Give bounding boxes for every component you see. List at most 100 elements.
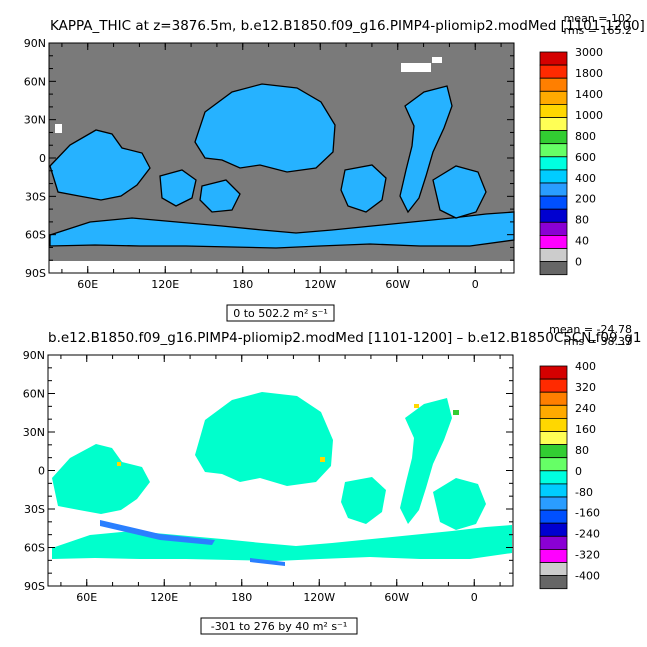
lat-tick-label: 30S: [24, 503, 45, 516]
panel-2-south-atlantic-region: [433, 478, 486, 530]
colorbar-box: [539, 444, 568, 459]
panel-2-negative-band: [250, 558, 285, 566]
panel-2-southern-ocean-region: [52, 525, 512, 561]
colorbar-box: [539, 562, 568, 577]
colorbar-box: [539, 130, 568, 145]
panel-2-north-pacific-region: [195, 392, 333, 486]
lon-tick-label: 60W: [385, 278, 410, 291]
colorbar-label: 160: [575, 423, 596, 436]
colorbar-label: 1400: [575, 88, 603, 101]
colorbar-label: 400: [575, 172, 596, 185]
lon-tick-label: 60E: [76, 591, 97, 604]
panel-2-positive-spot: [320, 457, 325, 462]
panel-1-ice-patch: [401, 63, 431, 72]
colorbar-label: 40: [575, 235, 589, 248]
lat-tick-label: 60S: [25, 229, 46, 242]
colorbar-box: [539, 117, 568, 132]
colorbar-label: -320: [575, 549, 600, 562]
panel-1: KAPPA_THIC at z=3876.5m, b.e12.B1850.f09…: [24, 12, 645, 322]
colorbar-box: [539, 143, 568, 158]
panel-2-negative-band: [100, 520, 215, 545]
lon-tick-label: 60W: [384, 591, 409, 604]
panel-2-indian-ocean-region: [52, 444, 150, 514]
panel-2-atlantic-region: [400, 398, 452, 524]
panel-1-tasman-region: [199, 179, 241, 213]
colorbar-label: -240: [575, 528, 600, 541]
panel-2: b.e12.B1850.f09_g16.PIMP4-pliomip2.modMe…: [23, 323, 642, 635]
colorbar-box: [539, 182, 568, 197]
colorbar-box: [539, 549, 568, 563]
colorbar-box: [539, 156, 568, 171]
lon-tick-label: 120E: [151, 278, 179, 291]
panel-1-indian-ocean-region: [49, 129, 151, 201]
panel-2-title: b.e12.B1850.f09_g16.PIMP4-pliomip2.modMe…: [48, 330, 642, 346]
panel-1-title: KAPPA_THIC at z=3876.5m, b.e12.B1850.f09…: [50, 18, 645, 34]
lon-tick-label: 120W: [304, 278, 336, 291]
colorbar-box: [539, 77, 568, 92]
colorbar-box: [539, 234, 568, 249]
colorbar-box: [539, 522, 568, 537]
colorbar-box: [539, 535, 568, 550]
panel-2-mean: mean = -24.78: [549, 323, 632, 336]
panel-1-west-pacific-region: [159, 169, 197, 207]
panel-1-north-pacific-region: [194, 83, 336, 173]
panel-1-ice-patches: [55, 57, 442, 133]
colorbar-label: 80: [575, 444, 589, 457]
panel-2-positive-spot: [117, 462, 121, 466]
colorbar-box: [539, 404, 568, 419]
lat-tick-label: 30S: [25, 190, 46, 203]
colorbar-label: 1800: [575, 67, 603, 80]
colorbar-label: 0: [575, 256, 582, 269]
colorbar-box: [539, 575, 568, 590]
lat-tick-label: 0: [39, 152, 46, 165]
lat-tick-label: 90N: [24, 37, 46, 50]
lon-tick-label: 60E: [77, 278, 98, 291]
panel-1-south-atlantic-region: [432, 165, 487, 219]
colorbar-box: [539, 391, 568, 406]
lat-tick-label: 60N: [24, 75, 46, 88]
colorbar-label: 3000: [575, 46, 603, 59]
colorbar-label: 600: [575, 151, 596, 164]
panel-1-ice-patch: [55, 124, 62, 133]
colorbar-box: [539, 208, 568, 223]
colorbar-box: [539, 104, 568, 118]
lat-tick-label: 90S: [24, 580, 45, 593]
colorbar-label: -80: [575, 486, 593, 499]
lat-tick-label: 30N: [23, 426, 45, 439]
panel-1-range-label: 0 to 502.2 m² s⁻¹: [233, 307, 328, 320]
lon-tick-label: 120E: [150, 591, 178, 604]
colorbar-label: 200: [575, 193, 596, 206]
colorbar-label: 80: [575, 214, 589, 227]
colorbar-box: [539, 51, 568, 66]
colorbar-box: [539, 483, 568, 498]
panel-1-rms: rms = 165.2: [564, 24, 632, 37]
colorbar-box: [539, 470, 568, 485]
colorbar-box: [539, 378, 568, 393]
panel-1-mean: mean = 102: [564, 12, 632, 25]
lon-tick-label: 180: [231, 591, 252, 604]
lat-tick-label: 60S: [24, 542, 45, 555]
panel-2-colorbar: 400 320 240 160 80 0 -80 -160 -240 -320 -400: [539, 360, 600, 590]
panel-1-south-pacific-region: [340, 164, 387, 213]
panel-1-axes: 90N 60N 30N 0 30S 60S 90S 60E 120E 180 120W 60W 0: [24, 37, 514, 291]
colorbar-box: [539, 496, 568, 511]
colorbar-box: [539, 90, 568, 105]
colorbar-box: [539, 195, 568, 210]
panel-1-range-box: [226, 304, 335, 322]
panel-2-positive-spot: [453, 410, 459, 415]
lat-tick-label: 0: [38, 465, 45, 478]
panel-2-range-box: [200, 617, 358, 635]
lat-tick-label: 90N: [23, 349, 45, 362]
panel-2-positive-spot: [414, 404, 419, 408]
lat-tick-label: 90S: [25, 267, 46, 280]
lon-tick-label: 0: [472, 278, 479, 291]
colorbar-box: [539, 365, 568, 380]
colorbar-box: [539, 248, 568, 263]
colorbar-label: 0: [575, 465, 582, 478]
panel-2-range-label: -301 to 276 by 40 m² s⁻¹: [211, 620, 348, 633]
colorbar-box: [539, 431, 568, 446]
lat-tick-label: 30N: [24, 114, 46, 127]
colorbar-label: 800: [575, 130, 596, 143]
